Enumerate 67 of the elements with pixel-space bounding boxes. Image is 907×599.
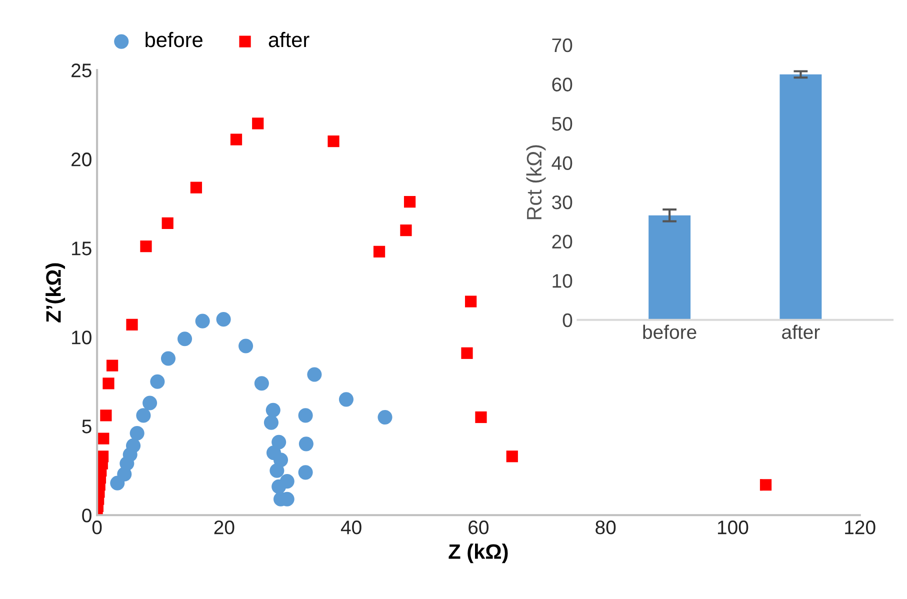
point bbox=[98, 432, 110, 444]
legend-label: after bbox=[268, 32, 310, 48]
point bbox=[465, 296, 477, 308]
point bbox=[126, 318, 138, 330]
point bbox=[506, 450, 518, 462]
point bbox=[378, 410, 392, 425]
point bbox=[307, 367, 322, 382]
x-tick-label: 80 bbox=[596, 520, 616, 534]
y-tick-label: 15 bbox=[72, 242, 92, 256]
point bbox=[216, 312, 231, 327]
point bbox=[142, 396, 158, 410]
x-tick-label: 40 bbox=[340, 520, 362, 534]
y-tick-label: 0 bbox=[562, 313, 572, 328]
point bbox=[298, 465, 313, 480]
y-tick-label: 40 bbox=[552, 156, 572, 170]
y-tick-label: 70 bbox=[552, 38, 572, 52]
y-axis-title: Rct (kΩ) bbox=[526, 145, 546, 220]
point bbox=[100, 410, 112, 422]
point bbox=[400, 224, 412, 236]
y-tick-label: 25 bbox=[72, 64, 92, 78]
point bbox=[266, 402, 280, 418]
point bbox=[150, 374, 165, 389]
point bbox=[760, 479, 772, 491]
point bbox=[126, 438, 141, 453]
point bbox=[106, 360, 118, 372]
point bbox=[461, 347, 473, 359]
point bbox=[252, 118, 264, 130]
legend-label: before bbox=[146, 32, 202, 48]
y-tick-label: 5 bbox=[82, 420, 92, 434]
x-tick-label: 120 bbox=[845, 520, 876, 534]
point bbox=[136, 408, 151, 423]
point bbox=[254, 376, 269, 391]
y-tick-label: 30 bbox=[552, 196, 572, 210]
point bbox=[328, 135, 340, 148]
point bbox=[195, 314, 210, 328]
point bbox=[238, 338, 254, 354]
x-tick-label: 20 bbox=[214, 520, 234, 534]
y-tick-label: 10 bbox=[72, 330, 92, 344]
x-tick-label: 100 bbox=[718, 520, 748, 534]
point bbox=[272, 479, 286, 494]
point bbox=[338, 392, 354, 407]
x-axis-title: Z (kΩ) bbox=[448, 544, 508, 564]
point bbox=[177, 332, 192, 346]
y-tick-label: 0 bbox=[82, 508, 92, 522]
y-tick-label: 60 bbox=[552, 78, 572, 92]
x-tick-label: 0 bbox=[92, 520, 102, 534]
point bbox=[264, 415, 278, 430]
point bbox=[140, 240, 152, 252]
point bbox=[373, 246, 386, 258]
point bbox=[298, 408, 313, 423]
y-tick-label: 20 bbox=[552, 234, 572, 249]
point bbox=[475, 411, 487, 424]
y-tick-label: 50 bbox=[552, 116, 572, 131]
point bbox=[230, 134, 242, 146]
point bbox=[102, 378, 114, 390]
y-tick-label: 20 bbox=[72, 152, 92, 166]
point bbox=[130, 426, 144, 441]
y-tick-label: 10 bbox=[552, 274, 572, 288]
point bbox=[270, 463, 284, 478]
point bbox=[162, 217, 174, 229]
x-tick-label: 60 bbox=[468, 520, 488, 534]
point bbox=[298, 436, 314, 452]
point bbox=[190, 182, 202, 194]
point bbox=[404, 196, 416, 208]
y-axis-title: Z’(kΩ) bbox=[46, 263, 66, 322]
point bbox=[160, 351, 176, 366]
point bbox=[97, 450, 109, 462]
